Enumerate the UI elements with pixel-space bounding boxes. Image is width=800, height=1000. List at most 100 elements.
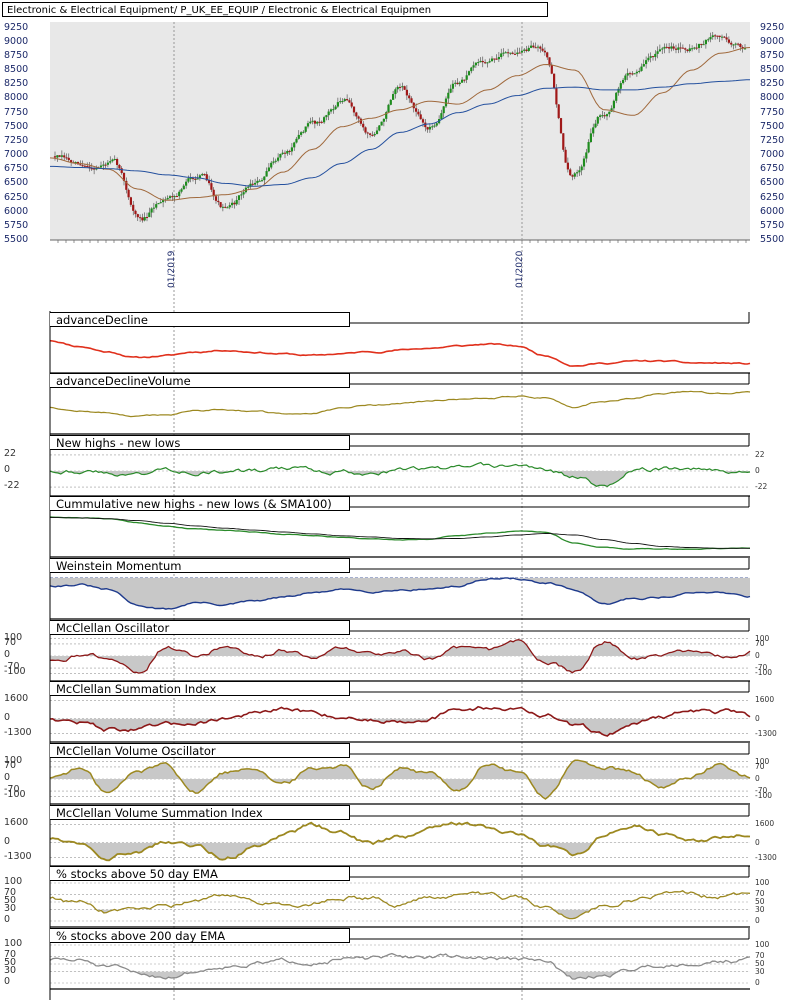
candle-body [702, 44, 705, 46]
candle-body [599, 115, 602, 117]
candle-body [635, 71, 638, 74]
price-candle [373, 132, 376, 137]
candle-body [571, 175, 574, 177]
candle-body [631, 73, 634, 75]
candle-body [403, 86, 406, 90]
candle-body [463, 79, 466, 81]
panel-ytick-left: 70 [4, 759, 17, 771]
price-candle [424, 119, 427, 132]
candle-body [336, 102, 339, 107]
panel-ytick-left: 70 [4, 887, 17, 899]
price-candle [440, 109, 443, 120]
candle-body [86, 166, 89, 168]
candle-body [300, 132, 303, 135]
candle-body [691, 48, 694, 50]
candle-body [532, 45, 535, 48]
candle-body [555, 88, 558, 105]
panel-ytick-left: -22 [4, 480, 20, 492]
candle-body [217, 200, 220, 203]
candle-body [663, 46, 666, 49]
price-candle [638, 67, 641, 74]
price-ytick-right: 9000 [760, 35, 785, 47]
price-candle [304, 126, 307, 134]
price-candle [573, 172, 576, 180]
candle-body [235, 199, 238, 205]
price-candle [520, 47, 523, 55]
price-candle [507, 48, 510, 58]
panel-ytick-right: 0 [755, 651, 760, 660]
panel-ytick-left: 30 [4, 902, 17, 914]
candle-body [550, 65, 553, 74]
candle-body [205, 174, 208, 181]
price-candle [479, 57, 482, 63]
candle-body [410, 98, 413, 103]
candle-body [141, 217, 144, 221]
candle-body [362, 123, 365, 128]
price-ytick-right: 8250 [760, 78, 785, 90]
price-ytick-left: 7000 [4, 149, 29, 161]
price-candle [83, 163, 86, 168]
price-candle [334, 104, 337, 110]
candle-body [325, 115, 328, 118]
price-ytick-left: 6750 [4, 163, 29, 175]
candle-body [129, 197, 132, 205]
candle-body [442, 106, 445, 114]
price-ytick-left: 8250 [4, 78, 29, 90]
candle-body [196, 178, 199, 180]
price-candle [516, 47, 519, 57]
price-candle [311, 117, 314, 125]
candle-body [132, 204, 135, 211]
price-candle [723, 35, 726, 38]
price-candle [631, 71, 634, 76]
candle-body [327, 111, 330, 116]
candle-body [674, 48, 678, 50]
price-ytick-left: 8500 [4, 64, 29, 76]
price-candle [394, 87, 397, 99]
panel-ytick-right: 22 [755, 449, 765, 459]
panel-ytick-left: -70 [4, 784, 20, 796]
candle-body [371, 134, 374, 136]
candle-body [707, 39, 710, 41]
indicator-line [49, 890, 751, 920]
price-candle [695, 43, 698, 51]
price-candle [674, 44, 678, 54]
price-candle [293, 141, 296, 151]
price-candle [681, 44, 684, 49]
candle-body [665, 46, 668, 48]
candle-body [681, 47, 684, 49]
candle-body [359, 118, 362, 124]
price-candle [615, 91, 618, 104]
candle-body [387, 104, 390, 113]
price-candle [435, 122, 438, 128]
candle-body [421, 119, 425, 123]
candle-body [585, 152, 588, 159]
candle-body [286, 150, 289, 154]
price-candle [594, 119, 597, 129]
price-candle [465, 70, 468, 84]
price-candle [481, 56, 484, 68]
candle-body [592, 127, 595, 134]
candle-body [120, 168, 123, 174]
candle-body [323, 117, 326, 123]
panel-title: Weinstein Momentum [50, 558, 350, 573]
candle-body [435, 123, 438, 126]
shaded-area [50, 842, 750, 861]
candle-body [306, 123, 310, 127]
candle-body [686, 49, 689, 52]
price-candle [99, 161, 103, 169]
price-candle [539, 45, 542, 53]
candle-body [530, 45, 533, 48]
candle-body [201, 174, 204, 176]
price-candle [369, 132, 372, 138]
price-ytick-right: 8750 [760, 49, 785, 61]
price-candle [732, 44, 735, 50]
price-ytick-right: 8000 [760, 92, 785, 104]
price-candle [392, 90, 395, 100]
candle-body [709, 37, 712, 40]
price-candle [711, 31, 714, 40]
price-ytick-left: 5750 [4, 219, 29, 231]
price-candle [509, 52, 512, 56]
panel-ytick-right: 70 [755, 951, 765, 961]
price-candle [550, 62, 553, 75]
candle-body [320, 121, 323, 123]
